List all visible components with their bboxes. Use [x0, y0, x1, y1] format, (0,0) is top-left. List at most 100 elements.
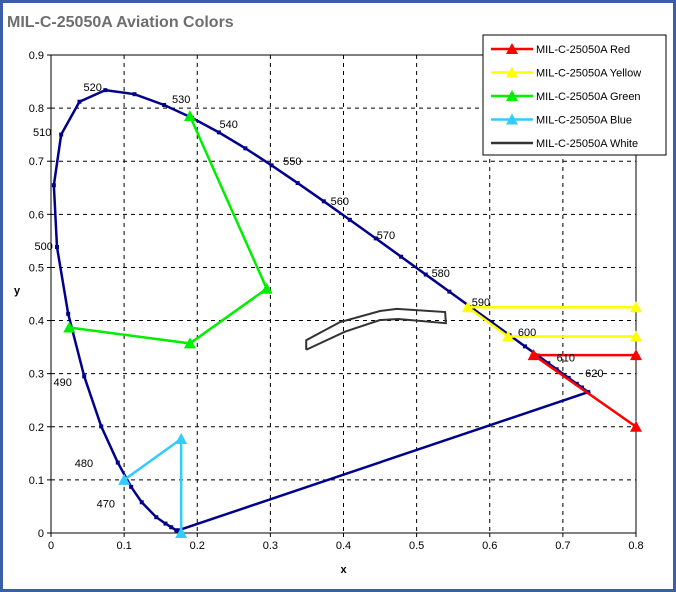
legend-marker-red [506, 43, 518, 54]
locus-point [373, 236, 378, 241]
series-marker-blue [175, 432, 188, 444]
y-tick-label: 0.7 [29, 156, 44, 168]
series-marker-yellow [630, 330, 642, 342]
locus-point [54, 245, 59, 250]
y-tick-label: 0.9 [29, 50, 44, 62]
y-tick-label: 0 [38, 528, 44, 540]
wavelength-label: 500 [35, 241, 53, 253]
wavelength-label: 580 [432, 268, 450, 280]
series-line-green [69, 115, 269, 345]
y-tick-label: 0.1 [29, 475, 44, 487]
x-axis-label: x [340, 564, 347, 576]
wavelength-label: 530 [172, 94, 190, 106]
y-tick-label: 0.6 [29, 209, 44, 221]
x-tick-label: 0.1 [116, 540, 131, 552]
locus-point [489, 320, 494, 325]
chart-svg: 0 0.1 0.2 0.3 0.4 0.5 0.6 0.7 0.8 0 0.1 0.2 0.3 0.4 0.… [14, 34, 667, 576]
wavelength-label: 480 [75, 458, 93, 470]
series-marker-yellow [461, 301, 474, 313]
locus-point [566, 375, 571, 380]
wavelength-label: 540 [220, 119, 238, 131]
x-tick-label: 0 [48, 540, 54, 552]
locus-point [216, 130, 221, 135]
wavelength-label: 490 [54, 377, 72, 389]
series-line-red [529, 353, 637, 428]
x-tick-label: 0.7 [555, 540, 570, 552]
wavelength-label: 570 [377, 230, 395, 242]
locus-point [99, 424, 104, 429]
series-marker-yellow [502, 330, 515, 342]
series-marker-red [630, 420, 642, 432]
spectral-locus-line [52, 88, 591, 532]
y-tick-label: 0.5 [29, 262, 44, 274]
plot-area [50, 54, 637, 534]
wavelength-label: 470 [97, 498, 115, 510]
series-marker-green [183, 337, 196, 349]
locus-point [321, 199, 326, 204]
wavelength-label: 550 [283, 156, 301, 168]
x-tick-label: 0.4 [336, 540, 351, 552]
locus-point [132, 92, 137, 97]
wavelength-label: 620 [585, 368, 603, 380]
series-marker-green [260, 282, 273, 294]
chart-title: MIL-C-25050A Aviation Colors [7, 14, 234, 31]
locus-point [59, 132, 64, 137]
locus-point [399, 254, 404, 259]
series-marker-red [630, 349, 642, 361]
locus-point [77, 99, 82, 104]
locus-point [139, 500, 144, 505]
locus-point [162, 102, 167, 107]
locus-point [447, 289, 452, 294]
wavelength-label: 600 [518, 327, 536, 339]
locus-point [243, 146, 248, 151]
locus-point [129, 484, 134, 489]
x-tick-label: 0.5 [409, 540, 424, 552]
legend-label-blue: MIL-C-25050A Blue [536, 115, 632, 127]
locus-point [295, 181, 300, 186]
wavelength-label: 560 [331, 196, 349, 208]
locus-point [82, 374, 87, 379]
locus-point [103, 88, 108, 93]
x-tick-label: 0.3 [263, 540, 278, 552]
locus-point [51, 183, 56, 188]
locus-point [154, 515, 159, 520]
locus-point [115, 460, 120, 465]
y-axis-label: y [14, 285, 21, 297]
locus-point [546, 361, 551, 366]
locus-point [423, 272, 428, 277]
locus-point [554, 367, 559, 372]
series-line-yellow [463, 306, 636, 338]
locus-point [66, 311, 71, 316]
series-marker-blue [175, 527, 188, 538]
x-tick-label: 0.6 [482, 540, 497, 552]
x-tick-label: 0.2 [190, 540, 205, 552]
series-marker-yellow [630, 301, 642, 313]
legend-marker-yellow [506, 66, 518, 78]
legend-label-green: MIL-C-25050A Green [536, 91, 641, 103]
series-marker-green [63, 321, 76, 333]
series-marker-green [183, 110, 196, 122]
x-tick-label: 0.8 [628, 540, 643, 552]
legend-marker-blue [506, 113, 518, 125]
series-line-white [305, 307, 447, 351]
locus-point [169, 525, 174, 530]
locus-point [269, 163, 274, 168]
y-tick-label: 0.3 [29, 369, 44, 381]
wavelength-label: 590 [472, 297, 490, 309]
locus-point [522, 344, 527, 349]
locus-point [347, 217, 352, 222]
legend-label-white: MIL-C-25050A White [536, 138, 638, 150]
locus-point [163, 521, 168, 526]
wavelength-label: 610 [557, 353, 575, 365]
legend-marker-green [506, 90, 518, 101]
locus-point [174, 528, 179, 533]
wavelength-label: 520 [84, 82, 102, 94]
y-tick-label: 0.2 [29, 422, 44, 434]
wavelength-label: 510 [33, 127, 51, 139]
series-marker-red [527, 349, 540, 361]
y-tick-label: 0.8 [29, 103, 44, 115]
y-tick-label: 0.4 [29, 316, 44, 328]
legend-label-yellow: MIL-C-25050A Yellow [536, 68, 641, 80]
series-marker-blue [118, 473, 131, 485]
